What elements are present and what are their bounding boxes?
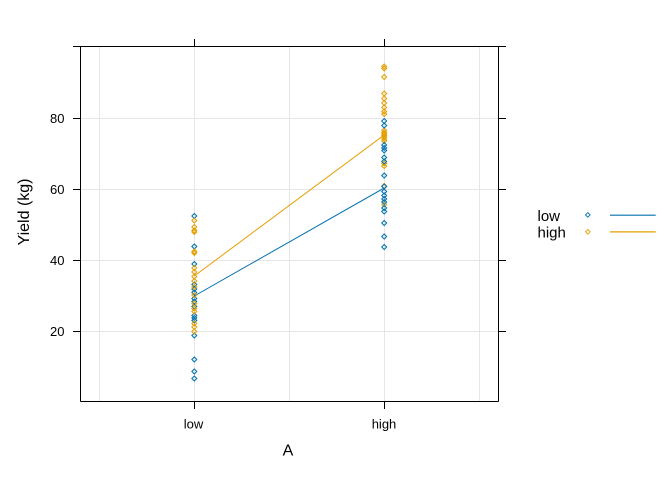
svg-text:20: 20 <box>50 324 64 339</box>
svg-text:60: 60 <box>50 182 64 197</box>
svg-text:low: low <box>538 208 561 225</box>
svg-text:A: A <box>283 443 294 460</box>
svg-text:high: high <box>538 224 566 241</box>
svg-text:80: 80 <box>50 111 64 126</box>
svg-text:low: low <box>184 417 204 432</box>
svg-text:Yield (kg): Yield (kg) <box>16 179 33 246</box>
svg-text:high: high <box>372 417 397 432</box>
svg-text:40: 40 <box>50 253 64 268</box>
